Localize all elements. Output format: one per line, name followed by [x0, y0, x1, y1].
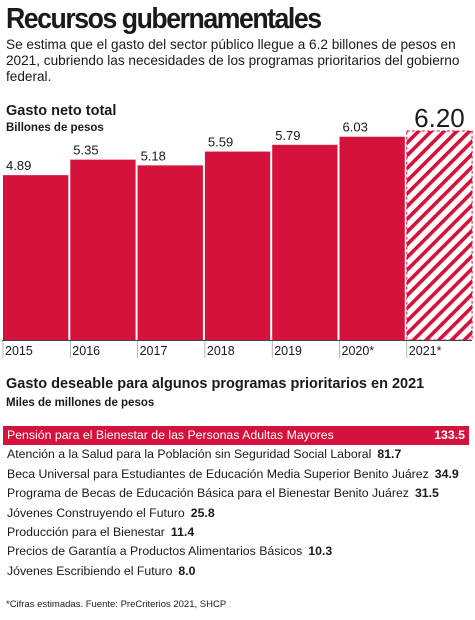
program-name: Atención a la Salud para la Población si… [7, 447, 372, 462]
bar-2020 [339, 136, 405, 340]
program-name: Jóvenes Escribiendo el Futuro [7, 563, 173, 578]
program-label: Atención a la Salud para la Población si… [7, 445, 401, 464]
x-tick-label: 2018 [207, 344, 235, 358]
program-value: 81.7 [377, 447, 402, 462]
chart-title: Gasto neto total [6, 103, 117, 119]
bar-2015 [3, 175, 69, 340]
program-label: Producción para el Bienestar 11.4 [7, 523, 194, 542]
bar-value-label: 6.03 [343, 120, 368, 135]
infographic-title: Recursos gubernamentales [6, 3, 322, 35]
program-name: Beca Universal para Estudiantes de Educa… [7, 466, 429, 481]
bar-2018 [204, 151, 271, 340]
program-value: 31.5 [414, 486, 439, 501]
program-row: Precios de Garantía a Productos Alimenta… [3, 542, 469, 561]
program-value: 8.0 [178, 563, 196, 578]
bar-value-label: 4.89 [6, 158, 31, 173]
bar-value-label: 5.35 [73, 143, 98, 158]
program-label: Beca Universal para Estudiantes de Educa… [7, 465, 459, 484]
program-label: Pensión para el Bienestar de las Persona… [7, 426, 334, 445]
program-name: Jóvenes Construyendo el Futuro [7, 505, 185, 520]
program-value: 25.8 [190, 505, 215, 520]
x-tick-label: 2015 [5, 344, 33, 358]
program-row: Jóvenes Construyendo el Futuro 25.8 [3, 504, 469, 523]
x-tick-label: 2017 [140, 344, 168, 358]
program-name: Programa de Becas de Educación Básica pa… [7, 486, 409, 501]
x-tick-label: 2021* [409, 344, 442, 358]
program-row: Programa de Becas de Educación Básica pa… [3, 484, 469, 503]
program-row: Beca Universal para Estudiantes de Educa… [3, 465, 469, 484]
program-value: 10.3 [308, 544, 333, 559]
program-row: Jóvenes Escribiendo el Futuro 8.0 [3, 562, 469, 581]
programs-list: Pensión para el Bienestar de las Persona… [0, 422, 475, 592]
program-name: Producción para el Bienestar [7, 525, 165, 539]
bar-value-label: 5.79 [275, 128, 300, 143]
bar-chart-gasto-neto: 4.89 5.35 5.18 5.59 5.79 6.03 6.20 2015 2016 201… [2, 103, 473, 358]
chart-unit-label: Billones de pesos [6, 122, 104, 134]
program-value: 34.9 [434, 466, 459, 481]
infographic-subtitle: Se estima que el gasto del sector públic… [6, 37, 460, 84]
x-tick-label: 2020* [342, 344, 375, 358]
x-tick-label: 2016 [72, 344, 100, 358]
program-label: Jóvenes Construyendo el Futuro 25.8 [7, 504, 215, 523]
x-tick-label: 2019 [274, 344, 302, 358]
bar-value-label: 5.18 [141, 148, 166, 163]
program-value: 11.4 [170, 525, 195, 539]
bar-value-label: 6.20 [414, 103, 465, 133]
program-row: Atención a la Salud para la Población si… [3, 445, 469, 464]
bar-value-label: 5.59 [208, 135, 233, 150]
program-label: Precios de Garantía a Productos Alimenta… [7, 542, 332, 561]
programs-title: Gasto deseable para algunos programas pr… [6, 376, 425, 392]
source-note: *Cifras estimadas. Fuente: PreCriterios … [6, 599, 227, 610]
bar-2019 [272, 144, 338, 340]
program-name: Precios de Garantía a Productos Alimenta… [7, 544, 303, 559]
program-row: Producción para el Bienestar 11.4 [3, 523, 469, 542]
program-row: Pensión para el Bienestar de las Persona… [3, 426, 469, 445]
program-value: 133.5 [434, 428, 465, 442]
program-label: Programa de Becas de Educación Básica pa… [7, 484, 439, 503]
programs-unit-label: Miles de millones de pesos [6, 397, 155, 409]
program-label: Jóvenes Escribiendo el Futuro 8.0 [7, 562, 196, 581]
bar-2017 [137, 165, 203, 340]
bar-2021 [406, 130, 473, 341]
program-name: Pensión para el Bienestar de las Persona… [7, 428, 334, 442]
bar-2016 [70, 159, 136, 340]
